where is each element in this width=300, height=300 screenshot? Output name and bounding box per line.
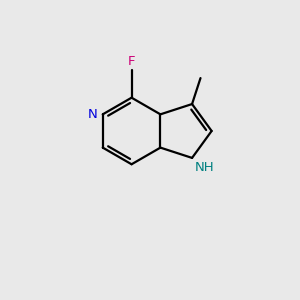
Text: NH: NH bbox=[195, 161, 215, 175]
Text: N: N bbox=[88, 108, 98, 121]
Text: F: F bbox=[128, 55, 135, 68]
